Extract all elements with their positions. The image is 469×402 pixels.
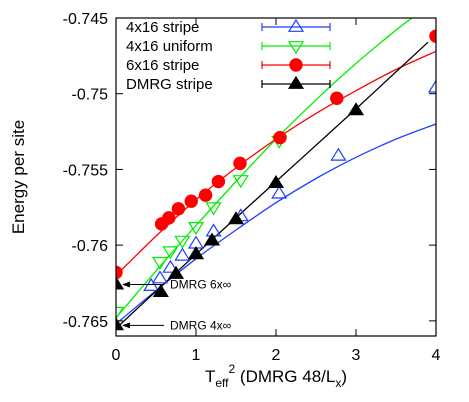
legend-label-4x16-uniform: 4x16 uniform xyxy=(126,38,213,55)
point-4x16-uniform-6 xyxy=(232,175,249,189)
annotation-arrow-head-0 xyxy=(122,281,130,288)
y-tick-label-3: -0.75 xyxy=(72,87,109,104)
y-tick-label-4: -0.745 xyxy=(63,11,108,28)
x-tick-label-0: 0 xyxy=(112,347,121,364)
legend-marker-4x16-uniform xyxy=(287,41,305,55)
annotation-text-0: DMRG 6x∞ xyxy=(170,278,231,292)
point-4x16-uniform-3 xyxy=(174,235,191,249)
legend-label-4x16-stripe: 4x16 stripe xyxy=(126,19,199,36)
legend-marker-dmrg-stripe xyxy=(287,75,305,89)
axis-labels: Energy per site Teff2 (DMRG 48/Lx) xyxy=(9,120,347,390)
x-tick-label-4: 4 xyxy=(432,347,441,364)
legend-label-dmrg-stripe: DMRG stripe xyxy=(126,76,213,93)
annotation-text-1: DMRG 4x∞ xyxy=(170,318,231,332)
point-dmrg-stripe-0 xyxy=(116,276,125,290)
point-4x16-uniform-4 xyxy=(187,222,205,236)
x-axis-label: Teff2 (DMRG 48/Lx) xyxy=(205,362,347,390)
annotations: DMRG 6x∞ DMRG 4x∞ xyxy=(122,278,231,332)
point-dmrg-stripe-6 xyxy=(227,211,245,225)
point-6x16-stripe-5 xyxy=(198,188,213,202)
x-tick-label-1: 1 xyxy=(192,347,201,364)
point-6x16-stripe-2 xyxy=(162,211,176,225)
point-4x16-stripe-7 xyxy=(271,185,288,199)
axes-layer: 0 1 2 3 4 -0.765 -0.76 -0.755 -0.75 -0.745 xyxy=(63,11,441,364)
point-6x16-stripe-8 xyxy=(273,130,287,145)
point-4x16-uniform-5 xyxy=(205,202,222,216)
point-4x16-stripe-1 xyxy=(151,270,169,284)
legend-marker-6x16-stripe xyxy=(289,58,303,72)
y-axis-label: Energy per site xyxy=(9,120,28,234)
point-6x16-stripe-6 xyxy=(211,174,226,189)
y-tick-label-2: -0.755 xyxy=(63,162,108,179)
point-4x16-uniform-2 xyxy=(162,246,179,260)
point-dmrg-stripe-3 xyxy=(167,265,185,279)
y-tick-label-1: -0.76 xyxy=(72,238,109,255)
y-tick-label-0: -0.765 xyxy=(63,314,108,331)
x-tick-label-2: 2 xyxy=(272,347,281,364)
x-tick-label-3: 3 xyxy=(352,347,361,364)
legend-label-6x16-stripe: 6x16 stripe xyxy=(126,57,199,74)
point-6x16-stripe-4 xyxy=(184,194,198,208)
point-dmrg-stripe-4 xyxy=(187,246,205,260)
point-dmrg-stripe-2 xyxy=(152,283,169,297)
legend-marker-4x16-stripe xyxy=(287,18,305,32)
annotation-arrow-head-1 xyxy=(122,322,130,329)
legend: 4x16 stripe 4x16 uniform 6x16 stripe DMRG s… xyxy=(126,18,331,93)
point-dmrg-stripe-7 xyxy=(267,174,285,188)
point-dmrg-stripe-8 xyxy=(347,102,365,116)
point-6x16-stripe-7 xyxy=(233,156,247,171)
point-6x16-stripe-3 xyxy=(171,202,186,216)
point-4x16-stripe-8 xyxy=(330,147,347,161)
point-4x16-uniform-1 xyxy=(151,256,169,270)
point-4x16-stripe-2 xyxy=(162,259,179,273)
point-dmrg-stripe-5 xyxy=(203,232,221,246)
point-4x16-uniform-0 xyxy=(116,306,125,320)
point-6x16-stripe-9 xyxy=(330,91,344,105)
point-4x16-stripe-3 xyxy=(174,247,191,261)
point-4x16-stripe-9 xyxy=(427,79,436,93)
